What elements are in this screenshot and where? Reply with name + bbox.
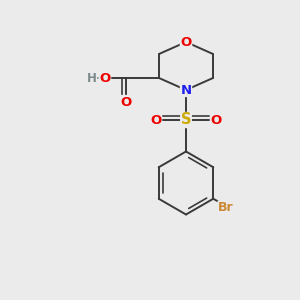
Text: O: O — [99, 71, 111, 85]
Text: O: O — [120, 95, 132, 109]
Text: N: N — [180, 83, 192, 97]
Text: O: O — [210, 113, 222, 127]
Text: Br: Br — [218, 201, 234, 214]
Text: O: O — [180, 35, 192, 49]
Text: S: S — [181, 112, 191, 128]
Text: H: H — [87, 71, 96, 85]
Text: O: O — [150, 113, 162, 127]
